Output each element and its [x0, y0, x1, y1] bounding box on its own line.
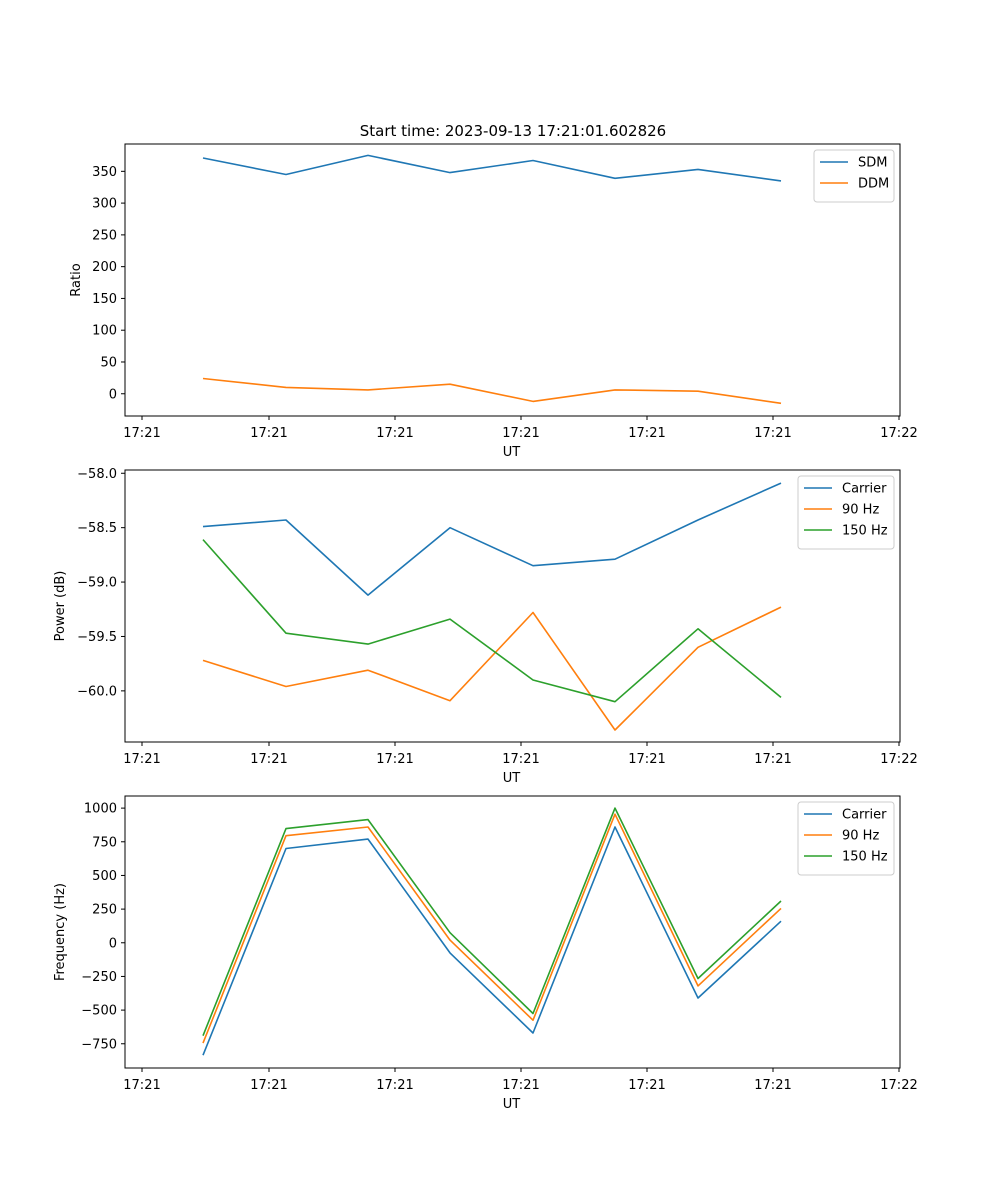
- chart-panel-3: 17:21 17:21 17:21 17:21 17:21 17:21 17:22 UT −75…: [53, 795, 918, 1112]
- x-tick-label: 17:21: [250, 426, 287, 441]
- y-axis-label: Frequency (Hz): [53, 883, 68, 981]
- legend: Carrier 90 Hz 150 Hz: [797, 475, 895, 550]
- x-axis-label: UT: [503, 445, 521, 460]
- axes-frame: [124, 795, 901, 1069]
- y-tick-label: −250: [81, 970, 117, 985]
- legend-label-carrier: Carrier: [842, 808, 887, 823]
- axes-frame: [124, 143, 901, 417]
- chart-title: Start time: 2023-09-13 17:21:01.602826: [360, 122, 666, 140]
- x-tick-label: 17:21: [123, 752, 160, 767]
- chart-panel-1: 17:21 17:21 17:21 17:21 17:21 17:21 17:22 UT 0 50…: [69, 143, 918, 460]
- series-line-90-hz: [202, 813, 782, 1044]
- x-tick-label: 17:21: [376, 426, 413, 441]
- series-line-150-hz: [202, 539, 782, 703]
- x-tick-label: 17:21: [628, 752, 665, 767]
- x-tick-label: 17:21: [123, 426, 160, 441]
- y-tick-label: −60.0: [77, 684, 117, 699]
- legend-label-90-hz: 90 Hz: [842, 829, 879, 844]
- x-tick-label: 17:21: [502, 1078, 539, 1093]
- y-tick-label: −59.0: [77, 576, 117, 591]
- legend-label-90-hz: 90 Hz: [842, 503, 879, 518]
- y-tick-label: 750: [92, 835, 117, 850]
- y-tick-label: 100: [92, 324, 117, 339]
- y-tick-label: 1000: [84, 802, 117, 817]
- legend-label-ddm: DDM: [858, 177, 889, 192]
- y-tick-label: 250: [92, 903, 117, 918]
- y-tick-label: 50: [100, 355, 117, 370]
- series-line-150-hz: [202, 807, 782, 1036]
- x-tick-label: 17:22: [880, 752, 917, 767]
- y-tick-label: 200: [92, 260, 117, 275]
- x-tick-label: 17:21: [502, 426, 539, 441]
- x-tick-label: 17:21: [123, 1078, 160, 1093]
- x-tick-label: 17:21: [754, 752, 791, 767]
- y-tick-label: −58.0: [77, 467, 117, 482]
- legend: SDM DDM: [813, 149, 895, 203]
- x-tick-label: 17:21: [376, 1078, 413, 1093]
- y-tick-label: 250: [92, 228, 117, 243]
- y-tick-label: 0: [109, 936, 117, 951]
- y-tick-label: −500: [81, 1004, 117, 1019]
- x-tick-label: 17:21: [250, 1078, 287, 1093]
- legend-label-150-hz: 150 Hz: [842, 850, 888, 865]
- y-tick-label: 150: [92, 292, 117, 307]
- y-tick-label: 500: [92, 869, 117, 884]
- x-tick-label: 17:21: [376, 752, 413, 767]
- y-tick-label: −750: [81, 1037, 117, 1052]
- x-tick-label: 17:21: [502, 752, 539, 767]
- x-tick-label: 17:22: [880, 426, 917, 441]
- x-tick-label: 17:22: [880, 1078, 917, 1093]
- y-tick-label: 0: [109, 387, 117, 402]
- chart-panel-2: 17:21 17:21 17:21 17:21 17:21 17:21 17:22 UT −60…: [53, 467, 918, 786]
- panels: 17:21 17:21 17:21 17:21 17:21 17:21 17:22 UT 0 50…: [53, 143, 918, 1112]
- x-axis-label: UT: [503, 1097, 521, 1112]
- y-tick-label: 300: [92, 197, 117, 212]
- x-tick-label: 17:21: [754, 426, 791, 441]
- legend-label-150-hz: 150 Hz: [842, 524, 888, 539]
- series-line-carrier: [202, 826, 782, 1056]
- x-axis-label: UT: [503, 771, 521, 786]
- y-axis-label: Power (dB): [53, 571, 68, 642]
- series-line-ddm: [202, 377, 782, 405]
- series-line-sdm: [202, 154, 782, 182]
- series-line-carrier: [202, 482, 782, 596]
- x-tick-label: 17:21: [628, 426, 665, 441]
- axes-frame: [124, 469, 901, 743]
- legend: Carrier 90 Hz 150 Hz: [797, 801, 895, 876]
- x-tick-label: 17:21: [250, 752, 287, 767]
- y-tick-label: 350: [92, 165, 117, 180]
- x-tick-label: 17:21: [754, 1078, 791, 1093]
- legend-label-sdm: SDM: [858, 156, 887, 171]
- y-tick-label: −59.5: [77, 630, 117, 645]
- legend-label-carrier: Carrier: [842, 482, 887, 497]
- legend-frame: [813, 149, 895, 203]
- y-axis-label: Ratio: [69, 263, 84, 296]
- y-tick-label: −58.5: [77, 521, 117, 536]
- x-tick-label: 17:21: [628, 1078, 665, 1093]
- series-line-90-hz: [202, 606, 782, 731]
